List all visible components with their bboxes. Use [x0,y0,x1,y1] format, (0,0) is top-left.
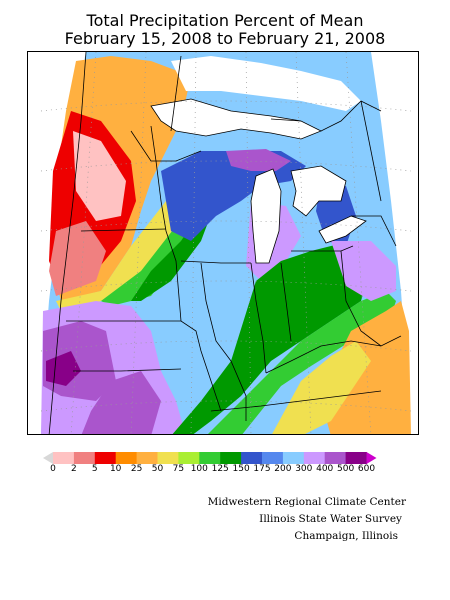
legend-label: 175 [253,464,271,474]
legend-label: 0 [50,464,56,474]
state-borders [48,52,402,434]
region-purple-north [226,149,291,171]
legend-swatch [282,452,305,464]
legend-label: 100 [190,464,208,474]
legend-swatch [262,452,284,464]
legend-label: 5 [91,464,98,474]
legend-label: 2 [71,464,77,474]
legend-swatch [241,452,263,464]
legend-label: 500 [337,464,355,474]
legend-swatch [345,452,367,464]
region-purple-east [331,241,396,301]
legend-label: 10 [109,464,122,474]
legend-swatch [73,452,96,464]
credit-line-1: Midwestern Regional Climate Center [207,496,406,508]
lake-huron [291,166,346,216]
legend-label: 600 [357,464,376,474]
region-darkpurple-southwest [46,351,81,386]
legend-swatch [94,452,117,464]
region-salmon-west [49,221,106,296]
region-green-central [172,241,371,434]
color-legend-bar [43,452,377,464]
legend-swatch [53,452,75,464]
legend-swatch [220,452,242,464]
legend-swatch [115,452,138,464]
legend-swatch [178,452,200,464]
legend-arrow-high [366,452,377,464]
legend-label: 25 [130,464,143,474]
legend-swatch [303,452,326,464]
lake-superior-north-water [171,56,361,111]
region-lightgreen-central [208,291,396,434]
map-date-range: February 15, 2008 to February 21, 2008 [64,29,386,48]
legend-swatch [157,452,179,464]
lake-outlines [150,98,367,264]
lake-michigan [251,169,281,263]
out-of-domain-area [28,52,86,434]
credit-line-2: Illinois State Water Survey [259,513,402,525]
legend-label: 75 [172,464,185,474]
legend-arrow-low [43,452,53,464]
legend-swatch [136,452,158,464]
legend-labels: 0 2 5 10 25 50 75 100 125 150 175 200 300 400 500 600 [43,464,423,478]
region-pink-west [73,131,126,221]
legend-label: 200 [274,464,292,474]
map-title: Total Precipitation Percent of Mean [86,11,364,30]
region-purple-south [81,371,161,434]
legend-swatch [199,452,221,464]
precipitation-map [27,51,419,435]
legend-label: 300 [295,464,313,474]
region-yellow-southeast [272,341,371,434]
legend-label: 400 [316,464,334,474]
map-canvas [28,52,418,434]
legend-label: 150 [232,464,250,474]
legend-swatch [324,452,347,464]
lat-lon-grid [40,52,412,434]
lake-erie [319,216,366,243]
credit-line-3: Champaign, Illinois [294,530,398,542]
legend-label: 125 [211,464,229,474]
lake-superior [151,99,321,139]
legend-label: 50 [151,464,164,474]
